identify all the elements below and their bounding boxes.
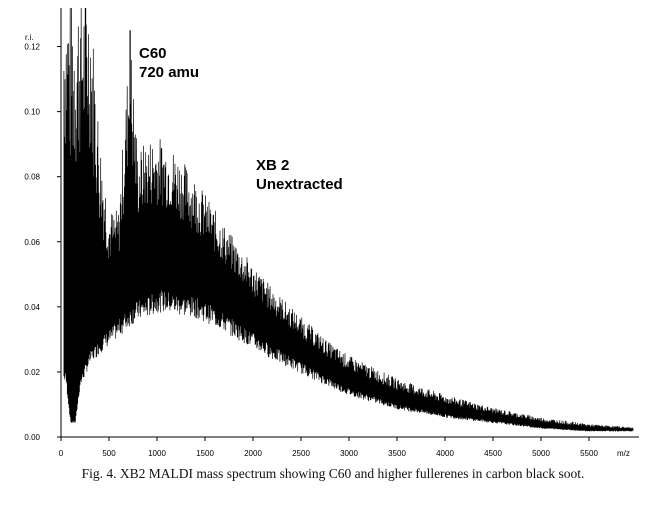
y-tick-label: 0.10	[24, 108, 40, 117]
xb2-annotation: XB 2 Unextracted	[256, 157, 343, 193]
x-tick-label: 3000	[340, 449, 358, 458]
x-tick-label: 3500	[388, 449, 406, 458]
x-tick-label: 1000	[148, 449, 166, 458]
x-tick-label: 5000	[532, 449, 550, 458]
c60-annotation-line1: C60	[139, 45, 167, 62]
mass-spectrum-chart: 0 500 1000 1500 2000 2500 3000 3500 4000 4500 5000…	[24, 8, 639, 458]
y-tick-label: 0.02	[24, 368, 40, 377]
y-tick-label: 0.08	[24, 173, 40, 182]
x-tick-label: 1500	[196, 449, 214, 458]
c60-annotation-line2: 720 amu	[139, 64, 199, 81]
xb2-annotation-line2: Unextracted	[256, 176, 343, 193]
y-tick-labels: 0.00 0.02 0.04 0.06 0.08 0.10 0.12	[24, 43, 61, 442]
xb2-annotation-line1: XB 2	[256, 157, 289, 174]
y-tick-label: 0.06	[24, 238, 40, 247]
spectrum-line	[63, 8, 634, 432]
x-tick-label: 0	[59, 449, 64, 458]
x-tick-label: 500	[102, 449, 116, 458]
y-tick-label: 0.00	[24, 433, 40, 442]
figure-caption: Fig. 4. XB2 MALDI mass spectrum showing …	[81, 466, 585, 481]
y-tick-label: 0.04	[24, 303, 40, 312]
x-tick-label: 2000	[244, 449, 262, 458]
x-tick-label: 4000	[436, 449, 454, 458]
x-tick-label: 2500	[292, 449, 310, 458]
spectrum-trace	[63, 8, 634, 432]
x-axis-label: m/z	[617, 449, 630, 458]
y-tick-label: 0.12	[24, 43, 40, 52]
c60-annotation: C60 720 amu	[139, 45, 199, 81]
x-tick-label: 5500	[580, 449, 598, 458]
x-tick-label: 4500	[484, 449, 502, 458]
x-tick-labels: 0 500 1000 1500 2000 2500 3000 3500 4000 4500 5000…	[59, 437, 598, 458]
y-axis-label: r.i.	[25, 33, 33, 42]
